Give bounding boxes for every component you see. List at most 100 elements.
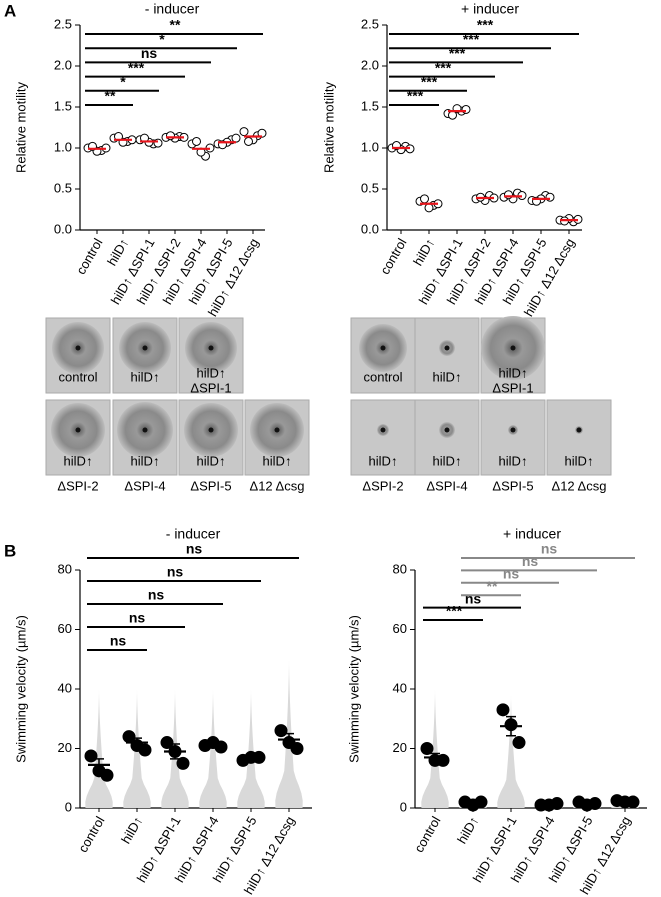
- y-axis-label: Swimming velocity (µm/s): [346, 615, 361, 763]
- violin: [421, 689, 449, 808]
- chart-title: - inducer: [166, 526, 221, 542]
- x-tick-label: hilD↑: [410, 236, 437, 269]
- plate-label: hilD↑: [433, 369, 462, 384]
- inoculation-spot: [208, 427, 214, 433]
- swim-plate: [414, 317, 480, 394]
- inoculation-spot: [274, 427, 280, 433]
- data-point: [214, 740, 228, 754]
- plate-label: control: [363, 369, 402, 384]
- data-point: [239, 127, 249, 137]
- swim-plate: [546, 399, 612, 476]
- y-tick-label: 0.0: [54, 221, 72, 236]
- data-point: [474, 795, 488, 809]
- data-point: [160, 736, 174, 750]
- chart-title: + inducer: [461, 1, 519, 17]
- plate-label: hilD↑: [499, 365, 528, 380]
- swim-plate: [178, 317, 244, 394]
- swim-plate: [112, 399, 178, 476]
- y-tick-label: 0: [65, 799, 72, 814]
- inoculation-spot: [142, 345, 148, 351]
- y-tick-label: 40: [58, 680, 72, 695]
- plate-label: ΔSPI-2: [57, 478, 98, 493]
- inoculation-spot: [444, 345, 450, 351]
- plate-label: hilD↑: [369, 453, 398, 468]
- swim-plate: [480, 316, 546, 394]
- inoculation-spot: [380, 427, 386, 433]
- significance-label: **: [487, 578, 498, 594]
- x-tick-label: hilD↑: [104, 236, 131, 269]
- x-tick-label: control: [377, 236, 410, 277]
- data-point: [424, 203, 434, 213]
- x-tick-label: hilD↑: [118, 814, 145, 847]
- plate-bg: [350, 399, 416, 476]
- y-tick-label: 60: [393, 621, 407, 636]
- y-tick-label: 2.5: [361, 16, 379, 31]
- chart-title: - inducer: [145, 1, 200, 17]
- significance-label: ns: [541, 541, 558, 557]
- data-point: [504, 190, 513, 200]
- y-tick-label: 0.5: [361, 180, 379, 195]
- plate-label: ΔSPI-1: [492, 380, 533, 395]
- plate-label: ΔSPI-2: [362, 478, 403, 493]
- significance-label: ns: [148, 587, 165, 603]
- y-tick-label: 0.0: [361, 221, 379, 236]
- plate-bg: [546, 399, 612, 476]
- significance-label: **: [105, 88, 116, 104]
- data-point: [244, 136, 253, 146]
- chart-title: + inducer: [503, 526, 561, 542]
- x-tick-label: control: [75, 814, 108, 855]
- significance-label: ns: [110, 633, 127, 649]
- y-tick-label: 20: [393, 740, 407, 755]
- y-tick-label: 1.0: [54, 139, 72, 154]
- plate-label: hilD↑: [64, 453, 93, 468]
- x-tick-label: control: [73, 236, 106, 277]
- data-point: [420, 742, 434, 755]
- significance-label: **: [170, 17, 181, 33]
- significance-label: ns: [503, 566, 520, 582]
- plate-label: hilD↑: [197, 453, 226, 468]
- significance-label: *: [120, 74, 126, 90]
- data-point: [461, 104, 471, 114]
- violin: [85, 689, 113, 808]
- plate-label: ΔSPI-1: [190, 380, 231, 395]
- plate-label: hilD↑: [131, 369, 160, 384]
- inoculation-spot: [142, 427, 148, 433]
- significance-label: ns: [167, 564, 184, 580]
- data-point: [176, 756, 190, 770]
- data-point: [252, 750, 266, 764]
- swim-plate: [350, 317, 416, 394]
- data-point: [100, 768, 114, 782]
- inoculation-spot: [510, 345, 516, 351]
- plate-label: ΔSPI-5: [492, 478, 533, 493]
- data-point: [496, 703, 510, 717]
- significance-label: *: [159, 31, 165, 47]
- data-point: [504, 718, 518, 732]
- inoculation-spot: [380, 345, 386, 351]
- significance-label: ns: [465, 590, 482, 606]
- plate-label: Δ12 Δcsg: [552, 478, 607, 493]
- y-tick-label: 1.5: [54, 98, 72, 113]
- significance-label: ns: [522, 553, 539, 569]
- y-axis-label: Relative motility: [321, 81, 336, 173]
- y-axis-label: Swimming velocity (µm/s): [13, 615, 28, 763]
- data-point: [274, 724, 288, 738]
- plate-label: hilD↑: [565, 453, 594, 468]
- y-tick-label: 2.5: [54, 16, 72, 31]
- inoculation-spot: [208, 345, 214, 351]
- plate-label: hilD↑: [263, 453, 292, 468]
- y-tick-label: 0: [400, 799, 407, 814]
- data-point: [420, 194, 429, 204]
- data-point: [192, 136, 201, 146]
- y-tick-label: 1.0: [361, 139, 379, 154]
- y-tick-label: 2.0: [54, 57, 72, 72]
- inoculation-spot: [510, 427, 516, 433]
- plate-label: Δ12 Δcsg: [250, 478, 305, 493]
- inoculation-spot: [576, 427, 582, 433]
- plate-bg: [480, 399, 546, 476]
- swim-plate: [414, 399, 480, 476]
- plate-label: hilD↑: [197, 365, 226, 380]
- y-tick-label: 20: [58, 740, 72, 755]
- significance-label: ns: [129, 610, 146, 626]
- swim-plate: [480, 399, 546, 476]
